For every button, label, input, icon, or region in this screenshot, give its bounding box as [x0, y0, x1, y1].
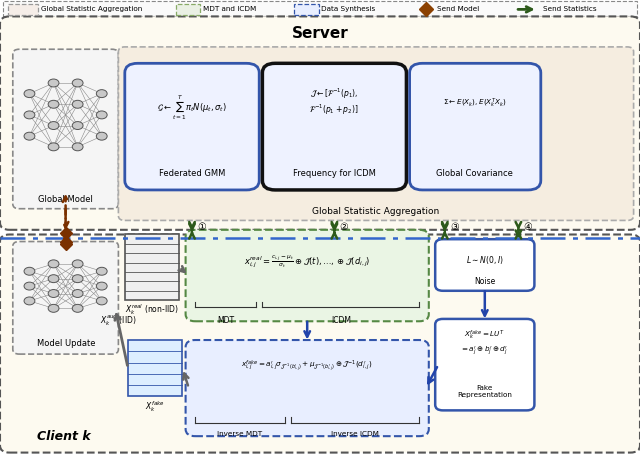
Text: ④: ④ [524, 222, 532, 232]
Circle shape [97, 132, 107, 140]
Circle shape [97, 267, 107, 275]
Circle shape [72, 121, 83, 129]
Bar [8, 4, 38, 15]
Circle shape [48, 304, 59, 312]
Text: MDT and ICDM: MDT and ICDM [203, 7, 256, 12]
FancyBboxPatch shape [186, 340, 429, 436]
Text: $\mathcal{J} \leftarrow [\mathcal{F}^{-1}(p_1),$: $\mathcal{J} \leftarrow [\mathcal{F}^{-1… [310, 87, 358, 101]
Circle shape [72, 275, 83, 283]
Circle shape [48, 121, 59, 129]
Text: Noise: Noise [474, 277, 495, 286]
Circle shape [72, 260, 83, 268]
FancyBboxPatch shape [0, 16, 640, 230]
Circle shape [97, 282, 107, 290]
Text: Global Statistic Aggregation: Global Statistic Aggregation [41, 7, 142, 12]
Text: Global Statistic Aggregation: Global Statistic Aggregation [312, 207, 439, 216]
Text: Model Update: Model Update [36, 339, 95, 348]
Text: $X_k^{fake}$: $X_k^{fake}$ [145, 399, 164, 414]
Text: Client k: Client k [37, 430, 91, 443]
Circle shape [24, 132, 35, 140]
Text: Send Statistics: Send Statistics [543, 7, 596, 12]
Circle shape [97, 297, 107, 305]
Circle shape [24, 282, 35, 290]
Circle shape [48, 100, 59, 108]
FancyBboxPatch shape [410, 63, 541, 190]
FancyBboxPatch shape [0, 234, 640, 453]
FancyBboxPatch shape [118, 47, 634, 220]
Text: ③: ③ [450, 222, 459, 232]
Circle shape [24, 90, 35, 98]
Circle shape [72, 289, 83, 297]
Circle shape [72, 304, 83, 312]
FancyBboxPatch shape [13, 49, 118, 209]
Bar [294, 4, 319, 15]
Text: ICDM: ICDM [331, 316, 351, 325]
Text: ①: ① [197, 222, 206, 232]
Bar [176, 4, 200, 15]
Circle shape [72, 79, 83, 87]
Text: Global Covariance: Global Covariance [436, 169, 513, 178]
Circle shape [72, 100, 83, 108]
Text: $\mathcal{G} \leftarrow \sum_{t=1}^{T} \pi_t N(\mu_t, \sigma_t)$: $\mathcal{G} \leftarrow \sum_{t=1}^{T} \… [157, 93, 227, 122]
Text: Frequency for ICDM: Frequency for ICDM [292, 169, 376, 178]
Circle shape [97, 111, 107, 119]
Text: $x_{i,j}^{fake} = a_{i,j}'\sigma_{\mathcal{J}^{-1}(b_{i,j}')} + \mu_{\mathcal{J}: $x_{i,j}^{fake} = a_{i,j}'\sigma_{\mathc… [241, 359, 373, 374]
Circle shape [24, 111, 35, 119]
Circle shape [97, 90, 107, 98]
Text: Send Model: Send Model [437, 7, 479, 12]
Circle shape [24, 267, 35, 275]
Bar [3, 1, 637, 16]
Circle shape [48, 289, 59, 297]
Bar [128, 340, 182, 396]
Text: Inverse MDT: Inverse MDT [218, 431, 262, 438]
Text: $\Sigma \leftarrow E(X_k), E(X_k^T X_k)$: $\Sigma \leftarrow E(X_k), E(X_k^T X_k)$ [443, 97, 507, 110]
Circle shape [48, 143, 59, 151]
Text: Federated GMM: Federated GMM [159, 169, 225, 178]
Text: ②: ② [339, 222, 348, 232]
Text: Data Synthesis: Data Synthesis [321, 7, 376, 12]
Text: $X_k^{real}$ (non-IID): $X_k^{real}$ (non-IID) [125, 303, 179, 318]
Text: Fake
Representation: Fake Representation [457, 385, 512, 398]
FancyBboxPatch shape [435, 319, 534, 410]
Text: MDT: MDT [217, 316, 234, 325]
Text: Global Model: Global Model [38, 195, 93, 204]
Circle shape [72, 143, 83, 151]
Circle shape [48, 260, 59, 268]
Text: Server: Server [292, 26, 348, 41]
Bar [125, 234, 179, 300]
FancyBboxPatch shape [262, 63, 406, 190]
Text: $X_k^{aug}$ (IID): $X_k^{aug}$ (IID) [100, 314, 137, 328]
Circle shape [24, 297, 35, 305]
Text: $L\sim N(0, I)$: $L\sim N(0, I)$ [466, 254, 503, 266]
FancyBboxPatch shape [13, 242, 118, 354]
Text: $X_k^{fake} = LU^T$: $X_k^{fake} = LU^T$ [464, 329, 505, 342]
FancyBboxPatch shape [435, 239, 534, 291]
Text: $= a_j' \oplus b_j' \oplus d_j'$: $= a_j' \oplus b_j' \oplus d_j'$ [460, 345, 509, 358]
Circle shape [48, 79, 59, 87]
FancyBboxPatch shape [125, 63, 259, 190]
Text: $\mathcal{F}^{-1}(p_1 + p_2)]$: $\mathcal{F}^{-1}(p_1 + p_2)]$ [309, 103, 359, 117]
Circle shape [48, 275, 59, 283]
Text: $x_{i,j}^{real} = \frac{c_{i,j} - \mu_t}{\sigma_t} \oplus \mathcal{J}(t), \ldots: $x_{i,j}^{real} = \frac{c_{i,j} - \mu_t}… [244, 253, 371, 270]
FancyBboxPatch shape [186, 230, 429, 321]
Text: Inverse ICDM: Inverse ICDM [332, 431, 379, 438]
